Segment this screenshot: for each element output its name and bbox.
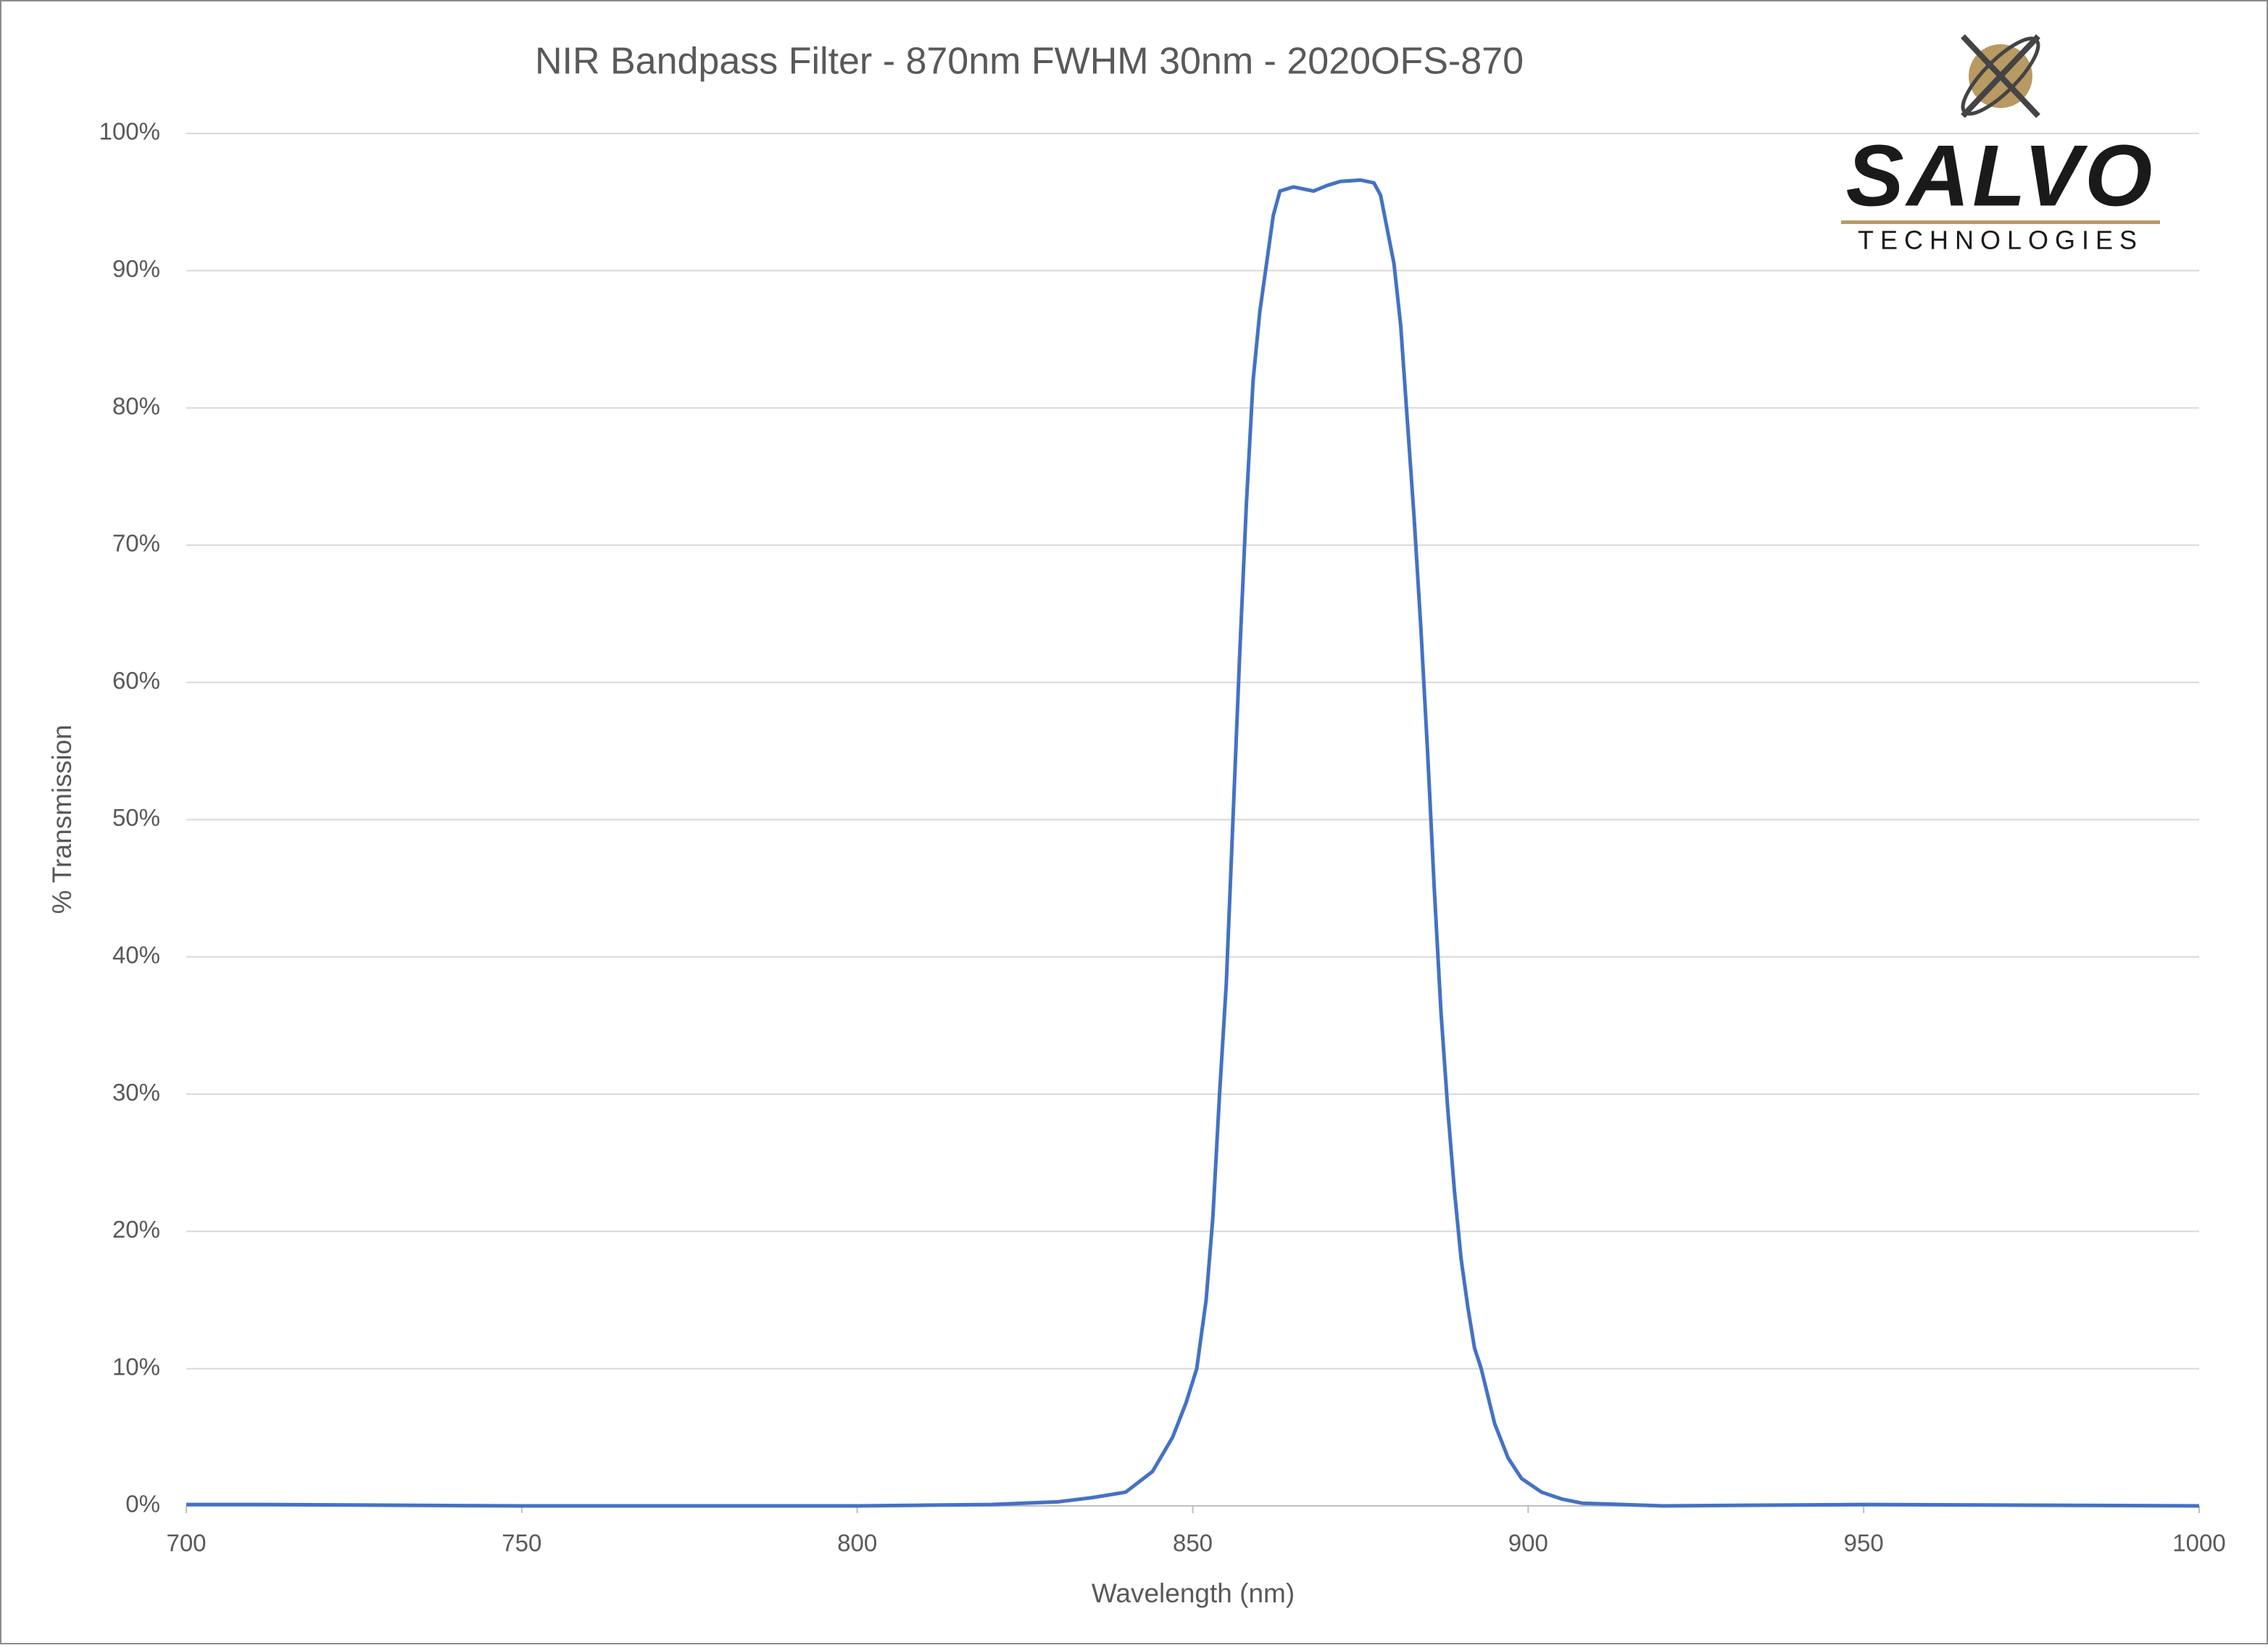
data-line xyxy=(186,178,2200,1508)
logo-orbit xyxy=(1961,36,2040,116)
x-tick-label: 800 xyxy=(837,1530,877,1557)
x-tick-label: 750 xyxy=(502,1530,541,1557)
x-tick-label: 950 xyxy=(1844,1530,1884,1557)
x-tick-label: 850 xyxy=(1173,1530,1213,1557)
y-tick-label: 50% xyxy=(112,804,160,831)
logo-name: SALVO xyxy=(1846,128,2156,225)
y-tick-label: 30% xyxy=(112,1079,160,1106)
y-tick-label: 90% xyxy=(112,255,160,282)
y-tick-label: 20% xyxy=(112,1216,160,1243)
y-tick-label: 100% xyxy=(99,118,160,145)
y-tick-label: 0% xyxy=(125,1491,160,1517)
logo: SALVO TECHNOLOGIES xyxy=(1841,34,2160,255)
logo-rule xyxy=(1841,220,2160,224)
y-tick-label: 60% xyxy=(112,667,160,694)
logo-tagline: TECHNOLOGIES xyxy=(1858,225,2143,255)
y-tick-label: 10% xyxy=(112,1353,160,1380)
y-tick-label: 80% xyxy=(112,392,160,419)
chart-title: NIR Bandpass Filter - 870nm FWHM 30nm - … xyxy=(535,41,1524,83)
y-tick-label: 70% xyxy=(112,530,160,557)
y-axis-label: % Transmission xyxy=(47,724,77,914)
x-tick-label: 700 xyxy=(166,1530,206,1557)
x-tick-label: 900 xyxy=(1508,1530,1548,1557)
x-axis-label: Wavelength (nm) xyxy=(1092,1578,1295,1608)
logo-cross xyxy=(1961,34,2040,118)
y-tick-label: 40% xyxy=(112,942,160,969)
x-tick-label: 1000 xyxy=(2172,1530,2225,1557)
